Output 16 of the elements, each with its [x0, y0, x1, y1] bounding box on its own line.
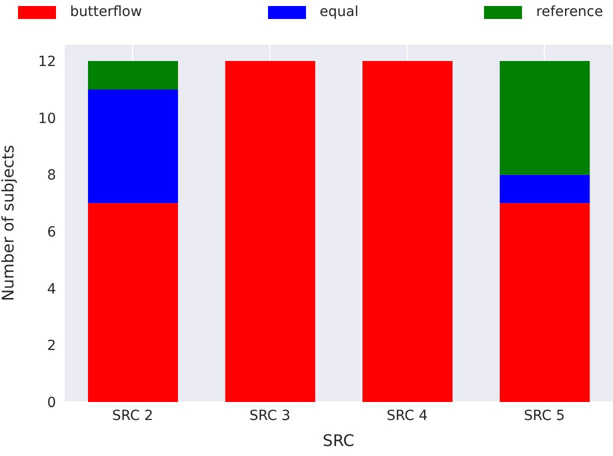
- y-tick-label: 12: [38, 54, 56, 70]
- x-tick-label: SRC 4: [386, 408, 428, 424]
- y-axis-title: Number of subjects: [0, 144, 18, 302]
- y-tick-label: 6: [47, 224, 56, 240]
- legend-label: equal: [320, 4, 358, 20]
- x-tick-label: SRC 2: [112, 408, 154, 424]
- y-tick-label: 4: [47, 281, 56, 298]
- x-tick-label: SRC 3: [249, 408, 290, 424]
- legend-label: butterflow: [70, 4, 142, 20]
- legend-label: reference: [536, 4, 603, 20]
- y-tick-label: 0: [47, 394, 56, 411]
- y-tick-label: 2: [47, 338, 56, 354]
- y-tick-label: 10: [38, 110, 56, 127]
- y-tick-label: 8: [47, 168, 56, 184]
- x-tick-label: SRC 5: [524, 408, 565, 424]
- x-axis-title: SRC: [322, 431, 354, 450]
